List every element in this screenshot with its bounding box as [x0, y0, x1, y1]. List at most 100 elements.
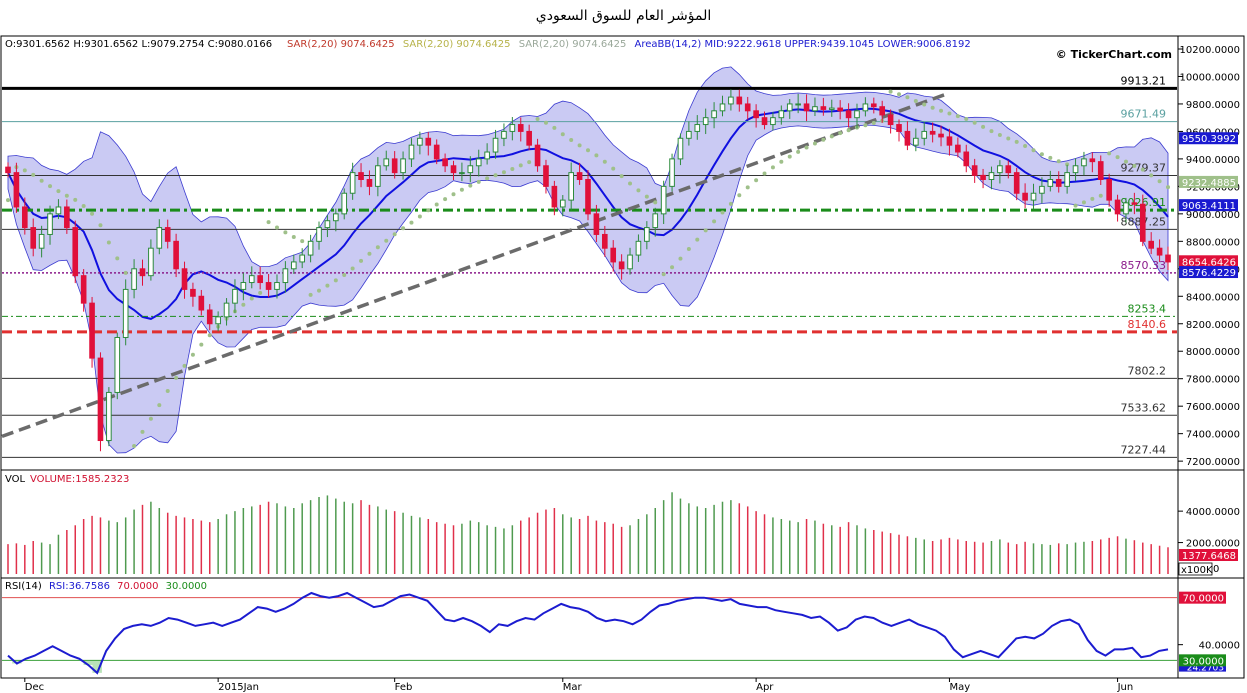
axis-layer: 7200.0000 7400.0000 7600.0000 7800.0000 8000…: [24, 45, 1240, 693]
candle-body: [274, 282, 280, 290]
candle-body: [433, 144, 440, 160]
candle-body: [770, 117, 776, 126]
candle-body: [156, 227, 163, 249]
ohlc-readout: O:9301.6562 H:9301.6562 L:9079.2754 C:90…: [5, 39, 272, 50]
candle-body: [1097, 161, 1104, 181]
price-tick-label: 8800.0000: [1186, 237, 1240, 248]
sar-dot: [190, 352, 195, 357]
price-badge-bg: [1179, 255, 1238, 268]
candle-body: [820, 106, 827, 110]
candle-body: [114, 336, 121, 393]
sar-dot: [812, 141, 817, 146]
candle-body: [644, 227, 650, 242]
sar-dot: [1140, 167, 1145, 172]
candle-body: [568, 172, 575, 201]
price-tick-label: 7400.0000: [1186, 430, 1240, 441]
candle-body: [383, 158, 390, 167]
sar-dot: [249, 296, 254, 301]
sar-dot: [989, 129, 994, 134]
sar-dot: [1157, 179, 1162, 184]
sar-dot: [510, 166, 515, 171]
candle-body: [837, 107, 843, 112]
sar-dot: [1014, 139, 1019, 144]
candle-body: [896, 124, 902, 132]
sar-dot: [1073, 203, 1078, 208]
sar-dot: [586, 148, 590, 153]
volume-panel-frame: [0, 469, 1179, 579]
candle-body: [963, 151, 970, 167]
sar-dot: [73, 197, 78, 202]
candle-body: [753, 110, 759, 119]
candle-body: [686, 130, 692, 139]
rsi-label: RSI(14): [5, 581, 42, 592]
candle-body: [1081, 158, 1087, 167]
candle-body: [786, 103, 793, 112]
candle-body: [450, 165, 457, 174]
sar-dot: [779, 159, 784, 164]
sar-dot: [527, 160, 532, 165]
price-badge-bg: [1179, 199, 1238, 212]
bb-readout: AreaBB(14,2) MID:9222.9618 UPPER:9439.10…: [635, 39, 971, 50]
candle-body: [551, 185, 558, 208]
candle-body: [22, 206, 28, 229]
candle-body: [509, 124, 516, 132]
volume-badge-bg: [1179, 549, 1238, 561]
candle-body: [240, 282, 247, 290]
candle-body: [870, 103, 877, 108]
sar-dot: [459, 187, 464, 192]
candle-body: [400, 158, 406, 174]
candle-body: [559, 199, 566, 208]
candle-body: [316, 227, 322, 242]
sar-dot: [182, 363, 187, 368]
price-tick-label: 9000.0000: [1186, 210, 1240, 221]
sar-dot: [434, 202, 439, 207]
rsi-lower-badge-bg: [1179, 654, 1226, 667]
candle-body: [257, 275, 263, 284]
sar-dot: [871, 120, 876, 125]
sar-dot: [863, 123, 868, 128]
candle-body: [669, 158, 675, 187]
sar-dot: [997, 132, 1002, 137]
sar-dot: [712, 219, 717, 224]
candle-body: [938, 133, 944, 138]
sar-dot: [602, 159, 607, 164]
sar-dot: [90, 211, 95, 216]
candle-body: [946, 136, 953, 146]
sar-dot: [594, 153, 599, 158]
candle-body: [38, 233, 45, 249]
sar-dot: [838, 131, 843, 136]
price-badge-bg: [1179, 132, 1238, 145]
candle-body: [408, 144, 415, 160]
candle-body: [131, 268, 137, 290]
candle-body: [206, 309, 213, 325]
candle-body: [1047, 179, 1054, 187]
candle-body: [349, 172, 356, 194]
candle-body: [1013, 172, 1020, 194]
sar-dot: [628, 181, 633, 186]
level-label: 9913.21: [1121, 74, 1167, 87]
candle-body: [1022, 192, 1028, 201]
candle-body: [375, 165, 381, 187]
volume-tick-label: 4000.0000: [1186, 507, 1240, 518]
rsi-header: RSI(14) RSI:36.7586 70.0000 30.0000: [5, 581, 207, 592]
sar-dot: [417, 214, 422, 219]
candle-body: [921, 130, 928, 139]
sar-dot: [283, 230, 288, 235]
candle-body: [215, 316, 221, 325]
x-tick-label: Mar: [563, 682, 583, 693]
candle-body: [1114, 199, 1121, 215]
price-tick-label: 10200.0000: [1180, 45, 1240, 56]
candle-body: [971, 165, 978, 176]
candle-body: [333, 213, 339, 222]
sar-dot: [258, 290, 263, 295]
sar-dot: [157, 403, 162, 408]
sar-dot: [1039, 152, 1044, 157]
sar-dot: [754, 178, 759, 183]
sar-dot: [207, 333, 212, 338]
sar-dot: [1132, 163, 1137, 168]
sar-dot: [342, 273, 347, 278]
sar-dot: [695, 237, 700, 242]
candle-body: [164, 227, 171, 242]
candle-body: [534, 144, 541, 167]
